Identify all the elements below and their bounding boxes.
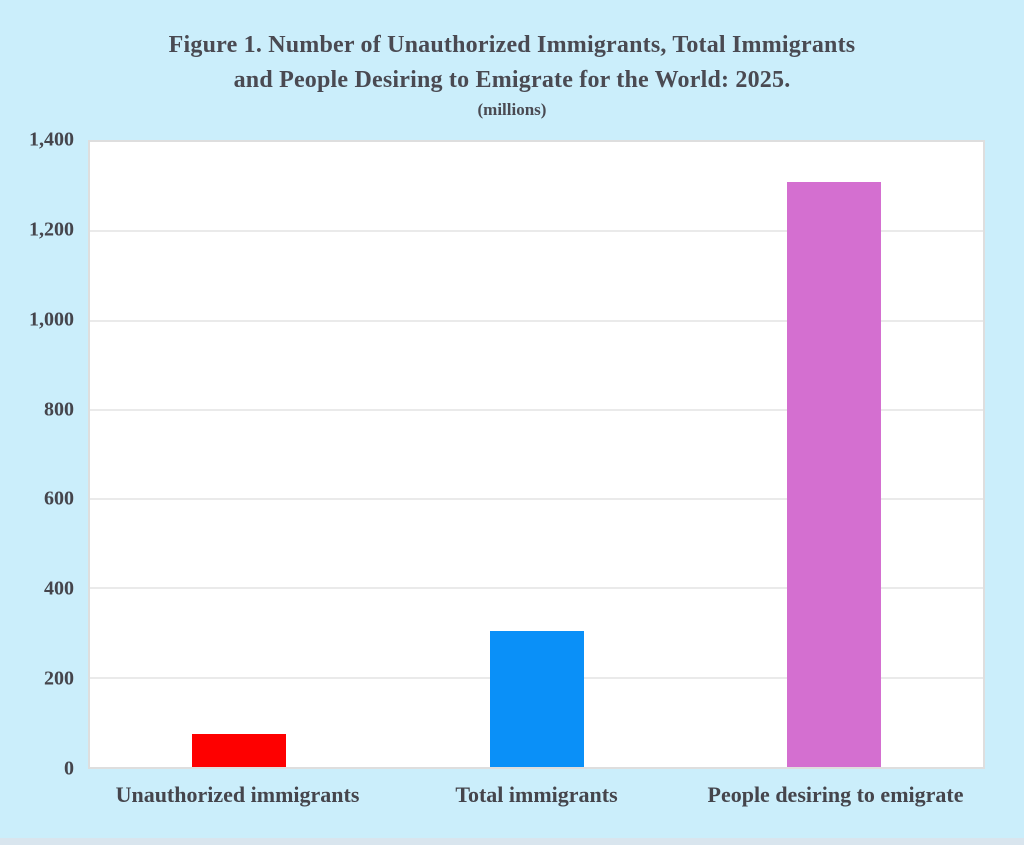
plot-area	[88, 140, 985, 769]
y-tick-label: 400	[44, 577, 74, 600]
y-tick-label: 800	[44, 398, 74, 421]
bottom-edge-strip	[0, 838, 1024, 845]
chart-title-line-2: and People Desiring to Emigrate for the …	[233, 67, 791, 93]
y-tick-label: 1,000	[29, 308, 74, 331]
gridline	[90, 230, 983, 233]
y-tick-label: 200	[44, 667, 74, 690]
gridline	[90, 319, 983, 322]
chart-title-block: Figure 1. Number of Unauthorized Immigra…	[0, 28, 1024, 121]
bar-people-desiring-to-emigrate	[787, 182, 882, 767]
y-tick-label: 1,400	[29, 128, 74, 151]
bar-unauthorized-immigrants	[191, 733, 286, 767]
y-tick-label: 600	[44, 487, 74, 510]
x-category-label: Total immigrants	[455, 782, 618, 807]
x-axis-labels: Unauthorized immigrants Total immigrants P…	[88, 782, 985, 816]
y-tick-label: 1,200	[29, 218, 74, 241]
gridline	[90, 498, 983, 501]
chart-units-note: (millions)	[477, 100, 547, 119]
gridline	[90, 587, 983, 590]
y-tick-label: 0	[64, 757, 74, 780]
x-category-label: People desiring to emigrate	[707, 782, 964, 807]
chart-title-line-1: Figure 1. Number of Unauthorized Immigra…	[168, 32, 856, 58]
bar-total-immigrants	[489, 630, 584, 767]
y-axis: 0 200 400 600 800 1,000 1,200 1,400	[0, 129, 74, 780]
gridline	[90, 408, 983, 411]
x-category-label: Unauthorized immigrants	[115, 782, 360, 807]
